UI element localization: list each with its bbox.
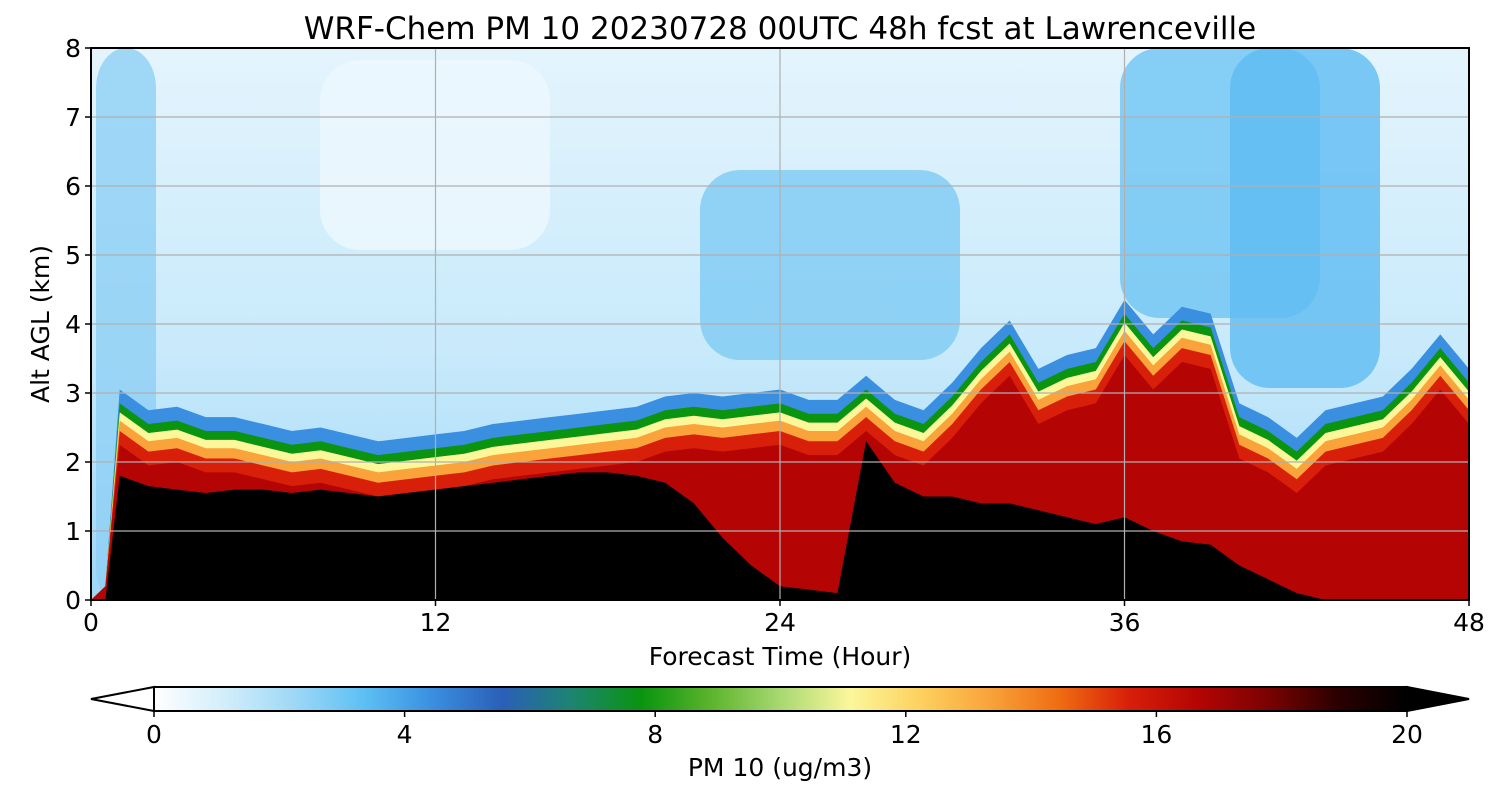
- colorbar-high-extend: [1406, 685, 1470, 713]
- x-tick-label: 24: [764, 608, 796, 637]
- y-axis-label: Alt AGL (km): [26, 245, 55, 403]
- x-axis-ticks: 0 12 24 36 48: [83, 600, 1485, 637]
- y-tick-label: 6: [65, 172, 81, 201]
- colorbar-ticks: 0 4 8 12 16 20: [146, 711, 1423, 749]
- y-tick-label: 2: [65, 448, 81, 477]
- colorbar-tick-label: 8: [647, 720, 663, 749]
- upper-air-patch: [1230, 48, 1380, 388]
- y-tick-label: 5: [65, 241, 81, 270]
- x-tick-label: 0: [83, 608, 99, 637]
- colorbar-tick-label: 16: [1140, 720, 1172, 749]
- chart-title: WRF-Chem PM 10 20230728 00UTC 48h fcst a…: [304, 11, 1256, 47]
- y-tick-label: 1: [65, 517, 81, 546]
- y-tick-label: 0: [65, 586, 81, 615]
- x-tick-label: 36: [1109, 608, 1141, 637]
- colorbar-tick-label: 4: [397, 720, 413, 749]
- y-tick-label: 3: [65, 379, 81, 408]
- colorbar-label: PM 10 (ug/m3): [688, 753, 872, 782]
- colorbar-tick-label: 20: [1391, 720, 1423, 749]
- x-tick-label: 48: [1453, 608, 1485, 637]
- colorbar-low-extend: [90, 685, 155, 713]
- colorbar-tick-label: 12: [890, 720, 922, 749]
- colorbar-tick-label: 0: [146, 720, 162, 749]
- y-tick-label: 4: [65, 310, 81, 339]
- colorbar: 0 4 8 12 16 20 PM 10 (ug/m3): [90, 685, 1470, 782]
- y-tick-label: 7: [65, 103, 81, 132]
- y-axis-ticks: 0 1 2 3 4 5 6 7 8: [65, 34, 91, 615]
- x-tick-label: 12: [420, 608, 452, 637]
- y-tick-label: 8: [65, 34, 81, 63]
- upper-air-patch: [700, 170, 960, 360]
- colorbar-body: [153, 686, 1408, 712]
- x-axis-label: Forecast Time (Hour): [649, 642, 912, 671]
